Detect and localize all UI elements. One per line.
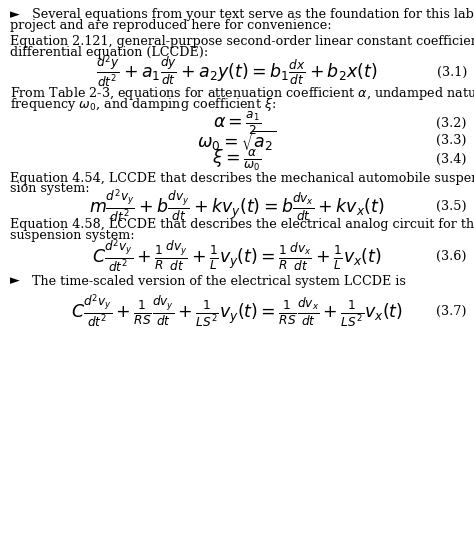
Text: $\alpha = \frac{a_1}{2}$: $\alpha = \frac{a_1}{2}$ [213,110,261,137]
Text: differential equation (LCCDE):: differential equation (LCCDE): [10,46,209,60]
Text: $C\frac{d^2v_y}{dt^2} + \frac{1}{R}\frac{dv_y}{dt} + \frac{1}{L}v_y(t) = \frac{1: $C\frac{d^2v_y}{dt^2} + \frac{1}{R}\frac… [92,238,382,276]
Text: (3.7): (3.7) [437,305,467,318]
Text: (3.6): (3.6) [437,250,467,263]
Text: $\omega_0 = \sqrt{a_2}$: $\omega_0 = \sqrt{a_2}$ [197,128,277,153]
Text: Equation 4.54, LCCDE that describes the mechanical automobile suspen-: Equation 4.54, LCCDE that describes the … [10,172,474,185]
Text: suspension system:: suspension system: [10,229,135,242]
Text: Equation 4.58, LCCDE that describes the electrical analog circuit for the: Equation 4.58, LCCDE that describes the … [10,218,474,231]
Text: Several equations from your text serve as the foundation for this lab: Several equations from your text serve a… [32,8,474,21]
Text: sion system:: sion system: [10,182,90,196]
Text: $C\frac{d^2v_y}{dt^2} + \frac{1}{RS}\frac{dv_y}{dt} + \frac{1}{LS^2}v_y(t) = \fr: $C\frac{d^2v_y}{dt^2} + \frac{1}{RS}\fra… [71,293,403,330]
Text: ►: ► [10,8,20,21]
Text: Equation 2.121, general-purpose second-order linear constant coefficient: Equation 2.121, general-purpose second-o… [10,35,474,48]
Text: (3.4): (3.4) [437,153,467,166]
Text: frequency $\omega_0$, and damping coefficient $\xi$:: frequency $\omega_0$, and damping coeffi… [10,96,277,113]
Text: (3.3): (3.3) [437,134,467,147]
Text: (3.1): (3.1) [437,66,467,79]
Text: project and are reproduced here for convenience:: project and are reproduced here for conv… [10,19,332,33]
Text: ►: ► [10,274,20,288]
Text: (3.2): (3.2) [437,117,467,130]
Text: $m\frac{d^2v_y}{dt^2} + b\frac{dv_y}{dt} + kv_y(t) = b\frac{dv_x}{dt} + kv_x(t)$: $m\frac{d^2v_y}{dt^2} + b\frac{dv_y}{dt}… [89,188,385,225]
Text: $\xi = \frac{\alpha}{\omega_0}$: $\xi = \frac{\alpha}{\omega_0}$ [212,147,262,172]
Text: (3.5): (3.5) [436,200,467,213]
Text: The time-scaled version of the electrical system LCCDE is: The time-scaled version of the electrica… [32,274,406,288]
Text: From Table 2-3, equations for attenuation coefficient $\alpha$, undamped natural: From Table 2-3, equations for attenuatio… [10,85,474,102]
Text: $\frac{d^2y}{dt^2} + a_1\frac{dy}{dt} + a_2y(t) = b_1\frac{dx}{dt} + b_2x(t)$: $\frac{d^2y}{dt^2} + a_1\frac{dy}{dt} + … [96,54,378,90]
